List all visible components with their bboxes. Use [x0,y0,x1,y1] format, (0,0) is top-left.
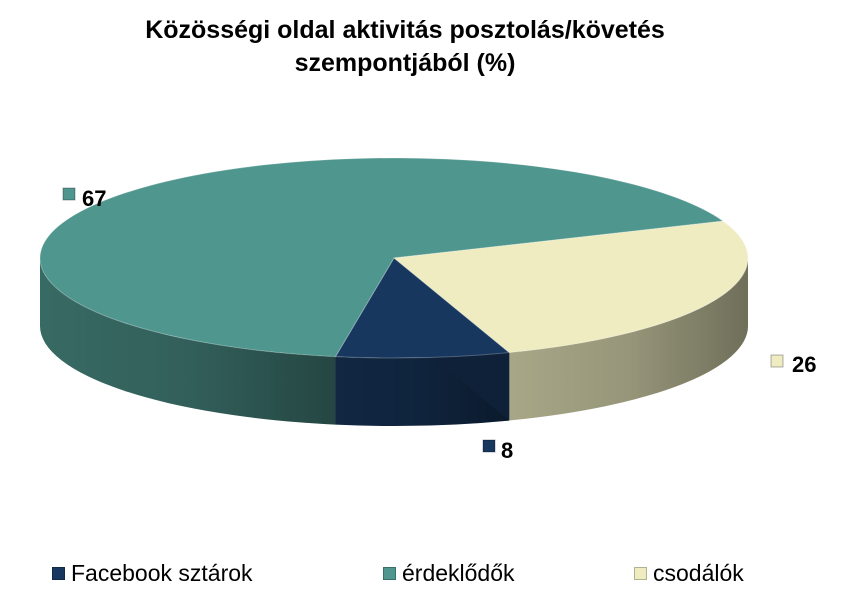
legend-label-facebook-sztarok: Facebook sztárok [71,560,253,586]
pie-top-faces [39,157,749,359]
legend-item-erdeklodok: érdeklődők [383,560,515,587]
data-label-marker-csodalok [770,354,784,368]
legend-swatch-facebook-sztarok [52,567,65,580]
data-label-marker-erdeklodok [62,187,76,201]
legend-label-csodalok: csodálók [653,560,744,586]
legend-item-facebook-sztarok: Facebook sztárok [52,560,253,587]
legend-swatch-csodalok [634,567,647,580]
pie-side-shade-csodalok [509,258,748,421]
pie-slice-facebook-sztarok [334,257,511,359]
legend-swatch-erdeklodok [383,567,396,580]
pie-side-walls [40,258,748,427]
legend-item-csodalok: csodálók [634,560,744,587]
pie-slice-csodalok [392,220,749,354]
data-label-erdeklodok: 67 [82,186,106,211]
legend: Facebook sztárok érdeklődők csodálók [0,560,843,594]
data-label-facebook-sztarok: 8 [501,438,513,463]
data-labels: 8 67 26 [62,186,816,463]
pie-slice-erdeklodok [39,157,725,358]
pie-side-shade-erdeklodok [40,258,336,425]
data-label-csodalok: 26 [792,352,816,377]
chart-title: Közösségi oldal aktivitás posztolás/köve… [145,16,665,77]
legend-label-erdeklodok: érdeklődők [402,560,515,586]
data-label-marker-facebook-sztarok [482,439,496,453]
